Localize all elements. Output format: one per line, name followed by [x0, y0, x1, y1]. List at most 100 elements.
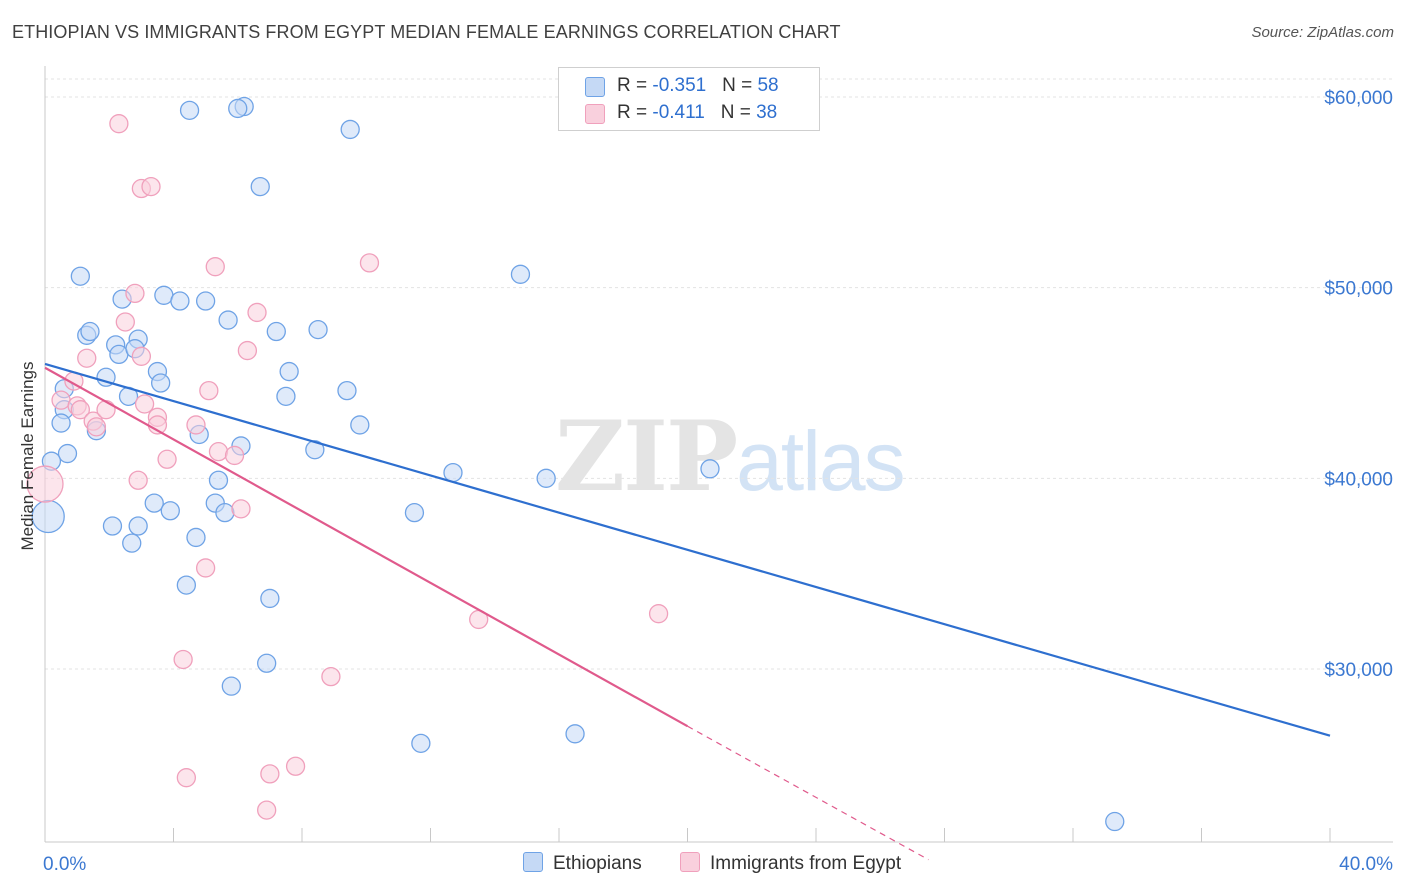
ethiopian-point	[80, 321, 100, 342]
egypt-point	[247, 302, 267, 323]
egypt-point	[186, 415, 206, 435]
ethiopian-point	[305, 440, 325, 460]
data-points	[26, 96, 1125, 832]
axes	[44, 66, 1393, 843]
ethiopian-point	[1105, 811, 1125, 832]
ethiopian-point	[218, 310, 238, 330]
egypt-point	[260, 764, 280, 784]
legend-n-label: N =	[720, 102, 757, 123]
egypt-point	[648, 604, 669, 624]
grid-lines	[45, 78, 1393, 670]
ethiopian-point	[510, 264, 531, 284]
legend-n-value: 38	[756, 102, 778, 123]
ethiopian-point	[308, 319, 328, 340]
ethiopian-point	[179, 100, 200, 120]
watermark: ZIPatlas	[555, 400, 906, 513]
egypt-point	[359, 253, 380, 273]
egypt-point	[208, 441, 229, 462]
egypt-point	[195, 558, 216, 578]
ethiopian-point	[109, 344, 129, 365]
ethiopian-point	[411, 733, 431, 754]
ethiopian-point	[350, 415, 370, 435]
egypt-point	[125, 283, 145, 304]
ethiopian-point	[195, 291, 216, 311]
egypt-point	[237, 340, 258, 361]
egypt-point	[199, 380, 219, 401]
y-tick-label: $30,000	[1324, 660, 1393, 681]
tick-labels: $30,000 $40,000 $50,000 $60,000 0.0% 40.0%	[43, 88, 1393, 875]
ethiopian-point	[337, 380, 357, 401]
watermark-zip: ZIP	[555, 400, 738, 513]
ethiopian-point	[102, 516, 123, 536]
egypt-point	[224, 445, 245, 466]
legend-n-label: N =	[722, 75, 758, 96]
ethiopian-point	[208, 470, 229, 490]
ethiopian-point	[57, 443, 78, 464]
ethiopian-point	[279, 361, 299, 382]
y-tick-label: $50,000	[1324, 279, 1393, 300]
egypt-point	[26, 465, 64, 503]
ethiopian-point	[443, 462, 463, 483]
source-credit: Source: ZipAtlas.com	[1251, 24, 1394, 41]
ethiopian-point	[565, 724, 585, 744]
ethiopian-point	[70, 266, 90, 286]
x-tick-label: 40.0%	[1339, 854, 1393, 875]
ethiopian-point	[250, 176, 270, 197]
legend-r-value: -0.351	[652, 75, 707, 96]
egypt-point	[205, 257, 225, 277]
ethiopian-point	[340, 119, 360, 140]
ethiopian-point	[276, 386, 296, 406]
egypt-trend-line	[44, 366, 689, 728]
ethiopian-point	[536, 468, 556, 488]
egypt-point	[231, 499, 251, 519]
y-tick-label: $40,000	[1324, 469, 1393, 490]
ethiopian-point	[186, 527, 206, 548]
ethiopian-point	[700, 459, 720, 479]
bottom-legend-swatch-ethiopians	[523, 852, 543, 872]
egypt-point	[157, 449, 177, 469]
ethiopian-point	[257, 653, 277, 673]
bottom-legend-label: Immigrants from Egypt	[710, 853, 902, 874]
egypt-point	[115, 312, 135, 332]
egypt-point	[173, 649, 193, 670]
egypt-point	[131, 346, 152, 366]
ethiopian-point	[160, 501, 180, 521]
ethiopian-point	[170, 291, 190, 311]
ethiopian-point	[128, 516, 148, 536]
egypt-point	[176, 768, 197, 788]
egypt-point	[134, 394, 155, 414]
ethiopian-point	[221, 676, 241, 696]
egypt-point	[86, 417, 107, 437]
legend-n-value: 58	[757, 75, 779, 96]
y-axis-label: Median Female Earnings	[18, 361, 37, 551]
egypt-point	[96, 400, 116, 420]
ethiopian-point	[215, 503, 235, 523]
ethiopian-point	[266, 321, 286, 342]
legend-r-label: R =	[617, 75, 653, 96]
legend-swatch-egypt	[585, 104, 605, 124]
egypt-point	[109, 114, 129, 134]
x-tick-label: 0.0%	[43, 854, 86, 875]
ethiopian-point	[122, 533, 142, 553]
y-tick-label: $60,000	[1324, 88, 1393, 109]
ethiopian-point	[260, 588, 280, 609]
ethiopian-point	[176, 575, 197, 595]
ethiopian-point	[404, 503, 425, 523]
bottom-legend-label: Ethiopians	[553, 853, 642, 874]
ethiopian-point	[150, 373, 171, 393]
legend-r-label: R =	[617, 102, 653, 123]
chart-title: ETHIOPIAN VS IMMIGRANTS FROM EGYPT MEDIA…	[12, 22, 841, 42]
bottom-legend-swatch-egypt	[680, 852, 700, 872]
watermark-atlas: atlas	[736, 414, 905, 508]
ethiopian-trend-line	[44, 362, 1331, 737]
egypt-trend-extension	[687, 725, 929, 861]
egypt-point	[257, 800, 277, 820]
egypt-point	[321, 666, 341, 687]
ethiopian-point	[51, 413, 71, 433]
ethiopian-point	[144, 493, 164, 513]
trend-lines	[44, 362, 1331, 861]
egypt-point	[141, 176, 161, 197]
egypt-point	[70, 400, 90, 420]
egypt-point	[51, 390, 71, 410]
